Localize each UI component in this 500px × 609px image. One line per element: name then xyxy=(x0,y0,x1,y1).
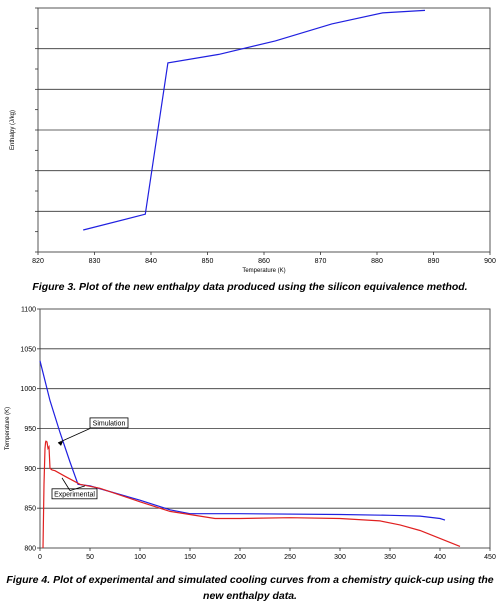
experimental-label: Experimental xyxy=(54,491,95,498)
simulation-arrow xyxy=(57,428,91,444)
figure-3-chart: 820 830 840 850 860 870 880 890 900 Temperature (… xyxy=(10,7,496,274)
y-axis-label: Enthalpy (J/kg) xyxy=(10,110,16,150)
simulation-arrow-head xyxy=(58,441,63,446)
x-tick-label: 300 xyxy=(334,554,346,560)
x-tick-label: 900 xyxy=(484,258,496,265)
x-tick-label: 50 xyxy=(86,554,94,560)
x-tick-label: 150 xyxy=(184,554,196,560)
x-tick-label: 350 xyxy=(384,554,396,560)
simulation-label-box xyxy=(89,417,129,429)
x-tick-label: 850 xyxy=(202,258,214,265)
x-tick-label: 870 xyxy=(315,258,327,265)
simulation-label: Simulation xyxy=(93,420,126,427)
y-tick-label: 850 xyxy=(24,506,36,513)
y-tick-label: 800 xyxy=(24,546,36,553)
figure-3-caption: Figure 3. Plot of the new enthalpy data … xyxy=(32,281,468,293)
x-axis-label: Temperature (K) xyxy=(242,268,285,274)
x-tick-label: 100 xyxy=(134,554,146,560)
y-tick-label: 950 xyxy=(24,426,36,433)
figure-4-caption-line2: new enthalpy data. xyxy=(203,590,297,602)
y-axis-label: Temperature (K) xyxy=(5,407,11,450)
figure-4-caption-line1: Figure 4. Plot of experimental and simul… xyxy=(6,574,494,586)
x-tick-label: 890 xyxy=(428,258,440,265)
y-tick-label: 1100 xyxy=(21,307,36,314)
x-tick-label: 840 xyxy=(145,258,157,265)
x-tick-label: 200 xyxy=(234,554,246,560)
y-tick-label: 1050 xyxy=(20,346,36,353)
x-tick-label: 0 xyxy=(38,554,42,560)
experimental-series-line xyxy=(42,440,461,549)
experimental-arrow xyxy=(69,485,86,492)
figure-4-chart: 800 850 900 950 1000 1050 1100 0 50 100 150 200 250 3… xyxy=(5,307,496,561)
y-tick-label: 1000 xyxy=(20,386,36,393)
x-tick-label: 250 xyxy=(284,554,296,560)
enthalpy-series-line xyxy=(83,9,426,231)
simulation-series-line xyxy=(39,360,446,521)
x-tick-label: 400 xyxy=(434,554,446,560)
experimental-arrow-2 xyxy=(61,477,71,491)
x-tick-label: 860 xyxy=(258,258,270,265)
y-tick-label: 900 xyxy=(24,466,36,473)
x-tick-label: 880 xyxy=(371,258,383,265)
x-tick-label: 450 xyxy=(484,554,496,560)
x-tick-label: 820 xyxy=(32,258,44,265)
x-tick-label: 830 xyxy=(89,258,101,265)
